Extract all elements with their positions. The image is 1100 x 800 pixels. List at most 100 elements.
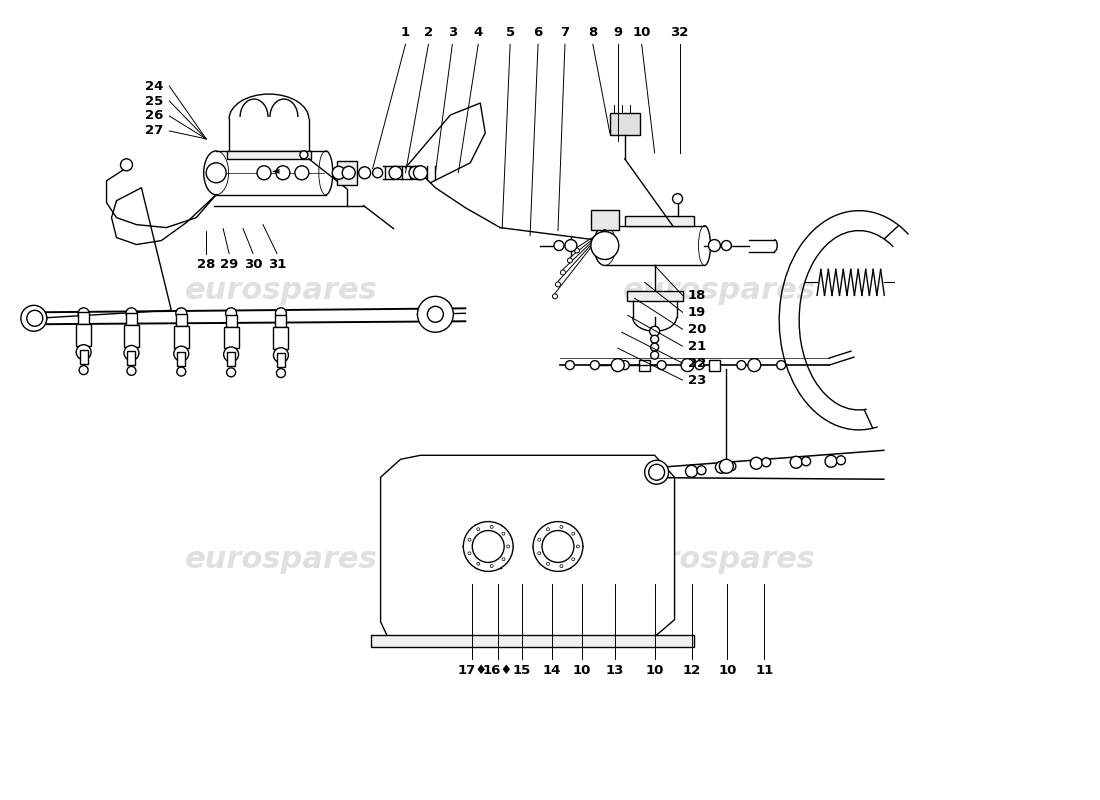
Text: 10: 10: [573, 664, 591, 677]
Circle shape: [737, 361, 746, 370]
Circle shape: [552, 294, 558, 299]
Bar: [126, 313, 136, 325]
Circle shape: [300, 151, 308, 159]
Text: 2: 2: [424, 26, 433, 39]
Circle shape: [722, 241, 732, 250]
Circle shape: [650, 343, 659, 351]
Circle shape: [476, 528, 480, 530]
Text: 19: 19: [688, 306, 706, 319]
Text: 14: 14: [542, 664, 561, 677]
Circle shape: [612, 358, 624, 371]
Circle shape: [275, 308, 286, 318]
Circle shape: [620, 361, 629, 370]
Circle shape: [576, 545, 580, 548]
Circle shape: [359, 167, 371, 178]
Bar: [227, 353, 235, 366]
Text: 9: 9: [613, 26, 623, 39]
Circle shape: [227, 368, 235, 377]
Circle shape: [472, 530, 504, 562]
Circle shape: [468, 552, 471, 555]
Circle shape: [650, 351, 659, 359]
Circle shape: [547, 562, 550, 566]
Text: 25: 25: [145, 94, 163, 107]
Text: 5: 5: [506, 26, 515, 39]
Bar: [609, 113, 640, 135]
Bar: [639, 360, 650, 370]
Text: eurospares: eurospares: [185, 545, 377, 574]
Circle shape: [650, 326, 660, 336]
Circle shape: [174, 346, 189, 361]
Text: 17♦: 17♦: [458, 664, 487, 677]
Text: 7: 7: [560, 26, 570, 39]
Circle shape: [121, 159, 132, 170]
Circle shape: [681, 358, 694, 371]
Circle shape: [561, 270, 565, 275]
Circle shape: [534, 522, 583, 571]
Circle shape: [560, 526, 563, 528]
Bar: [627, 291, 682, 302]
Circle shape: [685, 466, 697, 478]
Circle shape: [26, 310, 43, 326]
Circle shape: [649, 464, 664, 480]
Circle shape: [708, 239, 720, 251]
Circle shape: [645, 460, 669, 484]
Circle shape: [226, 308, 236, 318]
Circle shape: [748, 358, 761, 371]
Circle shape: [556, 282, 561, 287]
Text: eurospares: eurospares: [623, 276, 816, 305]
Circle shape: [276, 166, 290, 180]
Circle shape: [825, 455, 837, 467]
Text: eurospares: eurospares: [623, 545, 816, 574]
Circle shape: [572, 558, 574, 561]
Circle shape: [719, 459, 734, 474]
Circle shape: [715, 462, 727, 474]
Circle shape: [572, 532, 574, 535]
Text: eurospares: eurospares: [185, 276, 377, 305]
Circle shape: [750, 458, 762, 470]
Text: 1: 1: [400, 26, 410, 39]
Text: 31: 31: [267, 258, 286, 271]
Circle shape: [21, 306, 47, 331]
Circle shape: [565, 361, 574, 370]
Text: 18: 18: [688, 289, 706, 302]
Bar: [124, 325, 139, 347]
Text: 15: 15: [513, 664, 531, 677]
Circle shape: [547, 528, 550, 530]
Circle shape: [428, 306, 443, 322]
Circle shape: [124, 346, 139, 360]
Circle shape: [554, 241, 564, 250]
Bar: [625, 216, 694, 226]
Circle shape: [177, 367, 186, 376]
Circle shape: [542, 530, 574, 562]
Circle shape: [295, 166, 309, 180]
Circle shape: [596, 237, 614, 254]
Text: 29: 29: [220, 258, 239, 271]
Circle shape: [373, 168, 383, 178]
Text: 22: 22: [688, 357, 706, 370]
Circle shape: [491, 565, 493, 568]
Text: 20: 20: [688, 322, 706, 336]
Text: ◄: ◄: [272, 165, 279, 175]
Circle shape: [695, 361, 704, 370]
Circle shape: [672, 194, 682, 204]
Bar: [708, 360, 719, 370]
Circle shape: [836, 456, 846, 465]
Polygon shape: [381, 455, 674, 637]
Bar: [277, 353, 285, 367]
Circle shape: [574, 248, 580, 253]
Bar: [174, 326, 189, 348]
Text: 21: 21: [688, 340, 706, 353]
Bar: [371, 634, 694, 646]
Circle shape: [538, 538, 541, 541]
Bar: [337, 161, 356, 185]
Circle shape: [568, 258, 572, 263]
Circle shape: [697, 466, 706, 474]
Text: 16♦: 16♦: [483, 664, 514, 677]
Circle shape: [79, 366, 88, 374]
Text: 26: 26: [145, 110, 163, 122]
Circle shape: [565, 239, 576, 251]
Bar: [274, 327, 288, 349]
Circle shape: [418, 296, 453, 332]
Text: 27: 27: [145, 125, 163, 138]
Circle shape: [409, 166, 422, 179]
